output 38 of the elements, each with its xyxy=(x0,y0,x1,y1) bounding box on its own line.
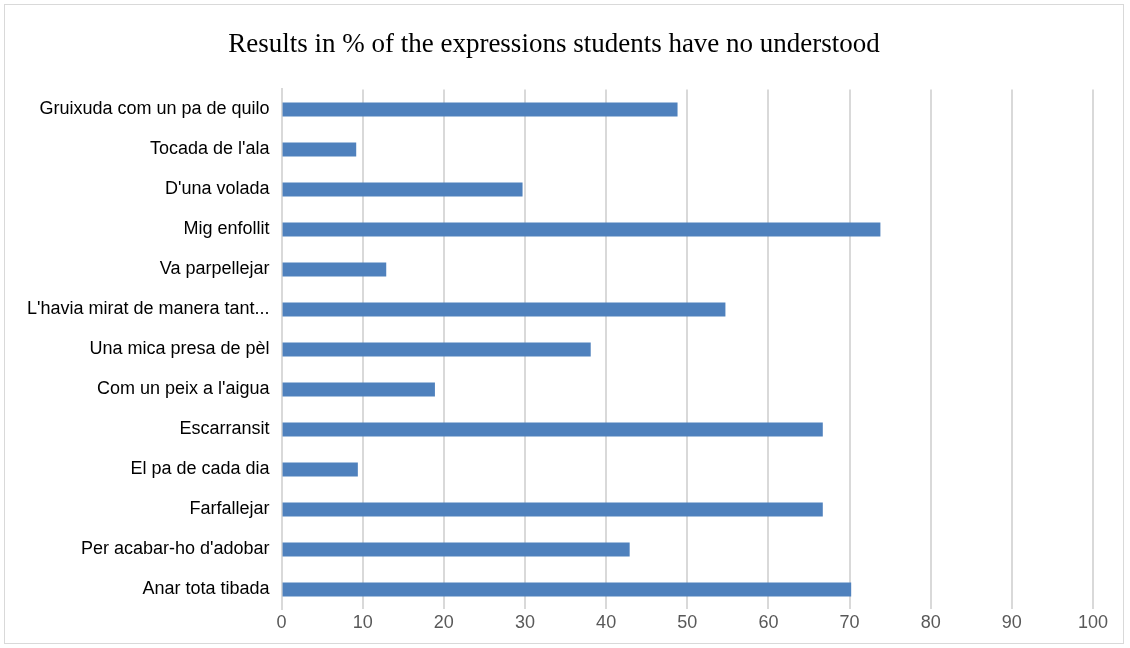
bar xyxy=(282,462,358,477)
y-tick-label: Farfallejar xyxy=(189,498,270,519)
y-tick-label: L'havia mirat de manera tant... xyxy=(27,298,270,319)
bar xyxy=(282,422,823,437)
chart-title: Results in % of the expressions students have no understood xyxy=(228,28,881,59)
x-tick-label: 90 xyxy=(1001,612,1022,633)
bar xyxy=(282,262,387,277)
x-tick-label: 20 xyxy=(433,612,454,633)
x-tick-label: 0 xyxy=(276,612,287,633)
bar xyxy=(282,222,881,237)
bar xyxy=(282,382,435,397)
y-tick-label: Anar tota tibada xyxy=(142,578,271,599)
x-tick-label: 60 xyxy=(758,612,779,633)
y-tick-label: Per acabar-ho d'adobar xyxy=(81,538,270,559)
x-tick-label: 80 xyxy=(920,612,941,633)
y-tick-label: Escarransit xyxy=(179,418,270,439)
y-tick-label: Una mica presa de pèl xyxy=(89,338,270,359)
x-tick-label: 30 xyxy=(514,612,536,633)
y-tick-label: Gruixuda com un pa de quilo xyxy=(39,98,270,119)
bar xyxy=(282,542,630,557)
bar xyxy=(282,502,823,517)
y-tick-label: D'una volada xyxy=(165,178,271,199)
y-tick-label: El pa de cada dia xyxy=(130,458,271,479)
x-tick-label: 10 xyxy=(352,612,373,633)
y-tick-label: Va parpellejar xyxy=(159,258,270,279)
bar xyxy=(282,302,726,317)
bar xyxy=(282,142,357,157)
x-tick-label: 40 xyxy=(596,612,617,633)
y-tick-label: Mig enfollit xyxy=(183,218,270,239)
x-tick-label: 70 xyxy=(839,612,860,633)
x-tick-label: 50 xyxy=(677,612,698,633)
bar xyxy=(282,582,852,597)
bar xyxy=(282,182,523,197)
x-tick-label: 100 xyxy=(1077,612,1109,633)
y-tick-label: Com un peix a l'aigua xyxy=(97,378,271,399)
y-tick-label: Tocada de l'ala xyxy=(150,138,271,159)
bar xyxy=(282,102,678,117)
bar xyxy=(282,342,591,357)
